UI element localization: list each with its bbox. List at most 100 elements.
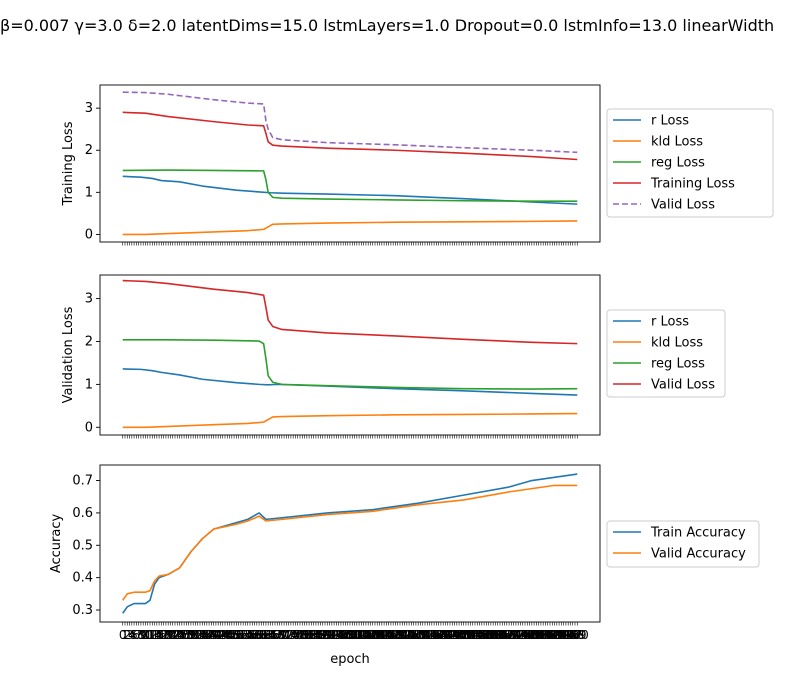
x-tick-label: 90	[320, 628, 335, 642]
x-tick-label: 16	[151, 628, 166, 642]
x-tick-label: 57	[245, 628, 260, 642]
x-tick-label: 195	[554, 628, 577, 642]
x-tick-label: 82	[301, 628, 316, 642]
figure-title: β=0.007 γ=3.0 δ=2.0 latentDims=15.0 lstm…	[0, 16, 774, 35]
x-tick-label: 87	[313, 628, 328, 642]
x-tick-label: 146	[443, 628, 466, 642]
x-tick-label: 80	[297, 628, 312, 642]
x-tick-label: 77	[290, 628, 305, 642]
y-tick-label: 3	[85, 101, 93, 116]
x-tick-label: 31	[186, 628, 201, 642]
x-tick-label: 190	[543, 628, 566, 642]
x-tick-label: 134	[416, 628, 439, 642]
x-tick-label: 130	[407, 628, 430, 642]
x-tick-label: 95	[331, 628, 346, 642]
legend-box	[606, 108, 774, 218]
series-line-valid-loss	[122, 91, 578, 154]
x-tick-label: 102	[343, 628, 366, 642]
y-tick-label: 1	[85, 185, 93, 200]
x-tick-label: 105	[350, 628, 373, 642]
series-line-reg-loss	[122, 169, 578, 202]
x-tick-label: 78	[292, 628, 307, 642]
x-tick-label: 84	[306, 628, 321, 642]
x-tick-label: 25	[172, 628, 187, 642]
x-tick-label: 100	[339, 628, 362, 642]
x-tick-label: 63	[258, 628, 273, 642]
legend-label: Valid Loss	[651, 378, 715, 393]
y-tick-label: 0.4	[72, 571, 93, 586]
x-tick-label: 73	[281, 628, 296, 642]
y-axis-label: Validation Loss	[61, 306, 76, 403]
x-tick-label: 187	[536, 628, 559, 642]
x-tick-label: 40	[206, 628, 221, 642]
x-tick-label: 142	[434, 628, 457, 642]
x-tick-label: 181	[523, 628, 546, 642]
x-tick-label: 119	[382, 628, 405, 642]
y-tick-label: 0	[85, 227, 93, 242]
x-tick-label: 143	[436, 628, 459, 642]
y-tick-label: 3	[85, 292, 93, 307]
series-line-kld-loss	[122, 220, 578, 236]
x-tick-label: 9	[139, 628, 147, 642]
x-tick-label: 137	[423, 628, 446, 642]
x-tick-label: 22	[165, 628, 180, 642]
legend-accuracy: Train Accuracy Valid Accuracy	[606, 520, 760, 568]
x-tick-label: 86	[311, 628, 326, 642]
legend-training: r Loss kld Loss reg Loss Training Loss Valid…	[606, 108, 774, 218]
series-line-train-accuracy	[122, 473, 578, 614]
x-tick-label: 99	[340, 628, 355, 642]
x-tick-label: 112	[366, 628, 389, 642]
x-tick-label: 178	[516, 628, 539, 642]
x-tick-label: 65	[263, 628, 278, 642]
y-axis-label: Training Loss	[61, 121, 76, 206]
x-tick-label: 170	[498, 628, 521, 642]
x-tick-label: 165	[486, 628, 509, 642]
x-tick-label: 108	[357, 628, 380, 642]
x-tick-label: 32	[188, 628, 203, 642]
x-tick-label: 36	[197, 628, 212, 642]
y-tick-label: 2	[85, 143, 93, 158]
x-tick-label: 38	[201, 628, 216, 642]
x-tick-label: 196	[557, 628, 580, 642]
x-tick-label: 156	[466, 628, 489, 642]
x-tick-label: 132	[411, 628, 434, 642]
y-tick-label: 0.6	[72, 506, 93, 521]
x-tick-label: 111	[364, 628, 387, 642]
x-tick-label: 54	[238, 628, 253, 642]
y-tick-label: 2	[85, 334, 93, 349]
x-tick-label: 42	[211, 628, 226, 642]
x-tick-label: 20	[161, 628, 176, 642]
x-tick-label: 59	[249, 628, 264, 642]
x-tick-label: 10	[138, 628, 153, 642]
x-tick-label: 121	[386, 628, 409, 642]
x-tick-label: 103	[345, 628, 368, 642]
x-tick-label: 198	[561, 628, 584, 642]
x-tick-label: 120	[384, 628, 407, 642]
x-tick-label: 183	[527, 628, 550, 642]
x-tick-label: 118	[379, 628, 402, 642]
x-tick-label: 50	[229, 628, 244, 642]
x-tick-label: 107	[354, 628, 377, 642]
y-axis-label: Accuracy	[49, 514, 64, 574]
legend-label: kld Loss	[651, 135, 703, 150]
x-tick-label: 35	[195, 628, 210, 642]
x-tick-label: 104	[348, 628, 371, 642]
x-tick-label: 74	[283, 628, 298, 642]
x-tick-label: 166	[489, 628, 512, 642]
x-tick-label: 85	[308, 628, 323, 642]
x-tick-label: 194	[552, 628, 575, 642]
x-tick-label: 46	[220, 628, 235, 642]
x-tick-label: 4	[128, 628, 136, 642]
x-tick-label: 47	[222, 628, 237, 642]
x-tick-label: 11	[140, 628, 155, 642]
x-tick-label: 154	[461, 628, 484, 642]
x-tick-label: 27	[176, 628, 191, 642]
x-tick-label: 49	[226, 628, 241, 642]
series-line-reg-loss	[122, 338, 578, 390]
x-tick-label: 171	[500, 628, 523, 642]
x-tick-label: 70	[274, 628, 289, 642]
x-tick-label: 127	[400, 628, 423, 642]
x-tick-label: 116	[375, 628, 398, 642]
x-tick-label: 3	[126, 628, 134, 642]
x-tick-label: 43	[213, 628, 228, 642]
